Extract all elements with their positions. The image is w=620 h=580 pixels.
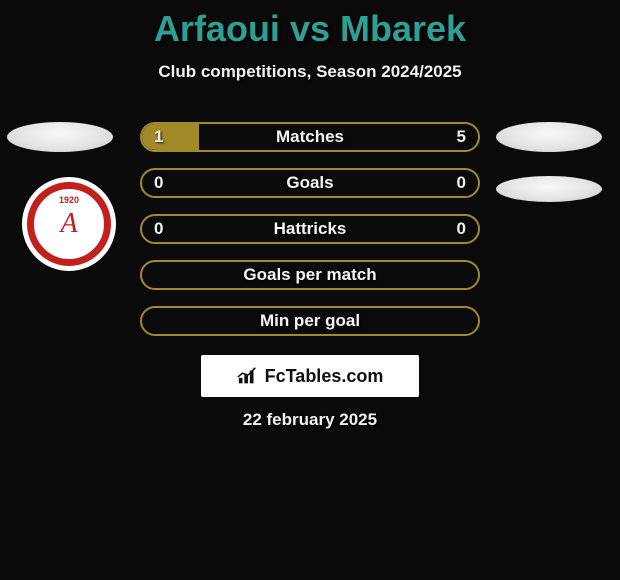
brand-strip: FcTables.com [201, 355, 419, 397]
stat-label: Matches [142, 124, 478, 150]
club-badge-year: 1920 [59, 195, 79, 205]
comparison-title: Arfaoui vs Mbarek [0, 0, 620, 50]
club-badge-ring: 1920 A [27, 182, 111, 266]
stat-bar-goals-per-match: Goals per match [140, 260, 480, 290]
comparison-subtitle: Club competitions, Season 2024/2025 [0, 62, 620, 82]
brand-chart-icon [237, 366, 259, 386]
player-left-silhouette [7, 122, 113, 152]
stat-value-right: 5 [457, 124, 466, 150]
stat-label: Min per goal [142, 308, 478, 334]
stat-label: Goals [142, 170, 478, 196]
club-badge-left: 1920 A [22, 177, 116, 271]
stat-bars: 1 Matches 5 0 Goals 0 0 Hattricks 0 Goal… [140, 122, 480, 352]
stat-label: Goals per match [142, 262, 478, 288]
stat-value-right: 0 [457, 170, 466, 196]
player-right-silhouette-2 [496, 176, 602, 202]
stat-bar-goals: 0 Goals 0 [140, 168, 480, 198]
stat-bar-matches: 1 Matches 5 [140, 122, 480, 152]
stat-bar-hattricks: 0 Hattricks 0 [140, 214, 480, 244]
stat-label: Hattricks [142, 216, 478, 242]
brand-text: FcTables.com [265, 366, 384, 387]
stat-value-right: 0 [457, 216, 466, 242]
player-right-silhouette-1 [496, 122, 602, 152]
snapshot-date: 22 february 2025 [0, 410, 620, 430]
stat-bar-min-per-goal: Min per goal [140, 306, 480, 336]
club-badge-letter: A [60, 208, 77, 240]
